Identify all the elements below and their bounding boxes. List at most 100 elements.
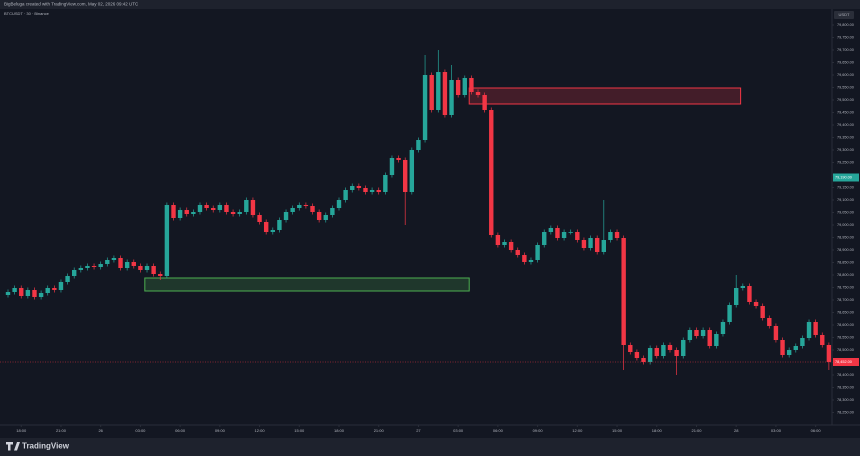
x-tick-label: 18:00	[334, 428, 345, 433]
y-tick-label: 78,950.00	[837, 236, 854, 240]
candle-body	[52, 288, 57, 290]
x-tick-label: 18:00	[652, 428, 663, 433]
candle-body	[634, 352, 640, 358]
candle-body	[542, 232, 547, 245]
candle-body	[654, 348, 659, 356]
last-price-label: 78,452.00	[835, 360, 852, 364]
candle-body	[350, 186, 355, 190]
candle-body	[780, 340, 785, 355]
candle-body	[184, 210, 189, 214]
highlight-price-box	[833, 173, 859, 182]
candle-body	[753, 302, 759, 306]
logo-icon	[6, 442, 20, 451]
candle-body	[475, 92, 481, 95]
candle-body	[548, 228, 554, 232]
y-tick-label: 78,300.00	[837, 398, 854, 402]
x-tick-label: 21:00	[691, 428, 702, 433]
y-tick-label: 78,800.00	[837, 273, 854, 277]
candle-body	[389, 158, 395, 175]
candle-body	[171, 205, 176, 218]
candle-body	[528, 260, 534, 262]
candle-body	[462, 78, 467, 95]
candle-body	[303, 205, 309, 206]
y-tick-label: 79,400.00	[837, 123, 854, 127]
candle-body	[310, 206, 315, 212]
y-tick-label: 79,700.00	[837, 48, 854, 52]
top-bar	[0, 0, 860, 9]
y-tick-label: 79,300.00	[837, 148, 854, 152]
candle-body	[661, 345, 666, 356]
credit: BigBeluga created with TradingView.com, …	[4, 2, 139, 7]
candle-body	[641, 358, 646, 362]
y-tick-label: 78,900.00	[837, 248, 854, 252]
candle-body	[442, 72, 448, 115]
candle-body	[290, 208, 295, 212]
candle-body	[608, 232, 613, 240]
symbol: BTCUSDT · 30 · Binance	[4, 11, 50, 16]
candle-body	[694, 330, 699, 336]
y-tick-label: 78,400.00	[837, 373, 854, 377]
candle-body	[826, 345, 832, 362]
candle-body	[568, 232, 573, 233]
candle-body	[118, 258, 123, 268]
y-tick-label: 79,500.00	[837, 98, 854, 102]
candle-body	[257, 215, 262, 222]
candle-body	[230, 212, 236, 214]
candle-body	[806, 322, 812, 338]
x-tick-label: 15:00	[612, 428, 623, 433]
x-tick-label: 12:00	[255, 428, 266, 433]
candle-body	[561, 232, 567, 238]
highlight-price-label: 79,190.00	[835, 176, 852, 180]
logo: TradingView	[22, 442, 70, 451]
candle-body	[191, 212, 196, 214]
candle-body	[403, 160, 408, 192]
candle-body	[45, 288, 50, 293]
x-tick-label: 09:00	[533, 428, 544, 433]
candle-body	[138, 266, 143, 270]
candle-body	[508, 242, 514, 250]
y-tick-label: 79,100.00	[837, 198, 854, 202]
candle-body	[369, 190, 375, 192]
candle-body	[177, 210, 183, 218]
candle-body	[734, 288, 739, 305]
candle-body	[621, 238, 626, 345]
candle-body	[820, 335, 825, 345]
candle-body	[581, 240, 587, 248]
candle-body	[164, 205, 170, 276]
candle-body	[78, 268, 84, 270]
candle-body	[727, 305, 732, 322]
x-tick-label: 27	[416, 428, 421, 433]
candle-body	[489, 110, 494, 235]
candle-body	[270, 230, 275, 232]
x-tick-label: 06:00	[175, 428, 186, 433]
candle-body	[158, 274, 163, 276]
y-tick-label: 79,600.00	[837, 73, 854, 77]
candle-body	[356, 186, 362, 188]
candle-body	[522, 255, 527, 262]
x-tick-label: 18:00	[16, 428, 27, 433]
y-tick-label: 78,550.00	[837, 336, 854, 340]
bottom-bar	[0, 438, 860, 456]
candle-body	[98, 264, 103, 267]
y-tick-label: 79,350.00	[837, 136, 854, 140]
candle-body	[65, 276, 70, 282]
candle-body	[409, 150, 415, 192]
candle-body	[773, 326, 779, 340]
candle-body	[330, 208, 335, 215]
candle-body	[91, 266, 97, 267]
candle-body	[575, 232, 580, 240]
candle-body	[628, 345, 633, 352]
currency: USDT	[839, 12, 850, 17]
y-tick-label: 79,800.00	[837, 23, 854, 27]
y-tick-label: 78,350.00	[837, 386, 854, 390]
candle-body	[555, 228, 560, 238]
y-tick-label: 78,500.00	[837, 348, 854, 352]
x-tick-label: 21:00	[374, 428, 385, 433]
candle-body	[217, 205, 223, 210]
last-price-box	[833, 358, 859, 366]
x-tick-label: 21:00	[56, 428, 67, 433]
y-tick-label: 79,050.00	[837, 211, 854, 215]
candle-body	[151, 266, 156, 274]
